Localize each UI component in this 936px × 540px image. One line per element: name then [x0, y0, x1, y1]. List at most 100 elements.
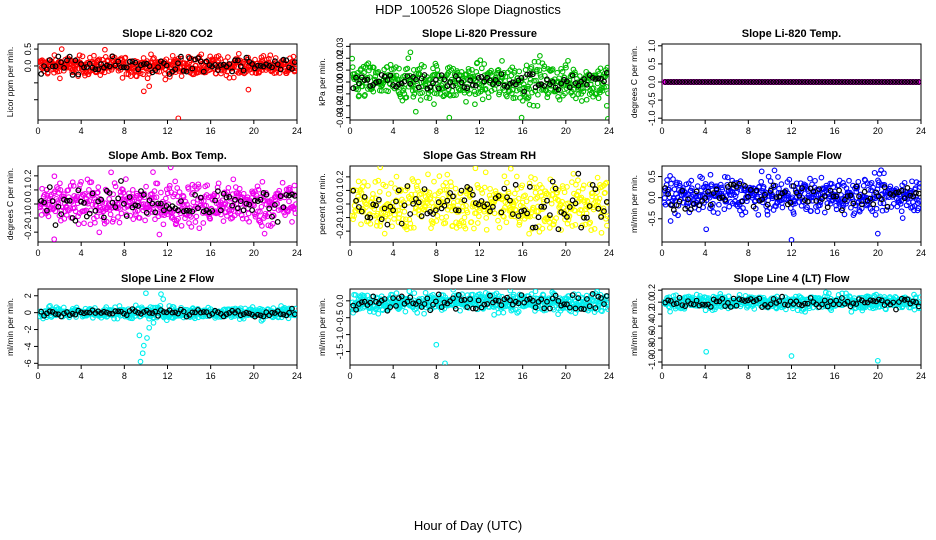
x-tick-label: 4: [703, 248, 708, 258]
hourly-point: [209, 208, 216, 214]
data-point: [485, 94, 492, 101]
data-point: [732, 193, 739, 200]
data-point: [381, 230, 388, 237]
data-point: [541, 307, 547, 314]
data-point: [238, 212, 245, 219]
hourly-point: [272, 58, 278, 65]
hourly-point: [52, 311, 59, 317]
data-point: [461, 214, 468, 221]
hourly-point: [782, 188, 788, 195]
data-point: [42, 201, 49, 207]
hourly-point: [827, 79, 834, 85]
data-point: [721, 206, 728, 213]
data-point: [289, 219, 295, 225]
y-tick-label: -0.5: [647, 211, 657, 227]
x-tick-label: 12: [474, 371, 484, 381]
hourly-point: [274, 308, 281, 315]
hourly-point: [418, 75, 425, 82]
hourly-point: [867, 79, 874, 85]
hourly-point: [395, 81, 402, 88]
data-point: [716, 201, 722, 208]
data-point: [91, 52, 97, 59]
data-point: [488, 67, 494, 74]
hourly-point: [733, 79, 740, 85]
hourly-point: [796, 79, 803, 85]
hourly-point: [109, 53, 116, 60]
data-points: [350, 49, 609, 120]
hourly-point: [78, 198, 84, 205]
data-point: [292, 305, 297, 312]
hourly-point: [266, 62, 273, 69]
data-point: [575, 91, 582, 97]
hourly-point: [521, 88, 528, 95]
data-point: [554, 69, 561, 76]
data-point: [447, 179, 454, 185]
y-tick-label: 0.0: [335, 198, 345, 211]
data-point: [356, 92, 362, 99]
data-point: [778, 181, 785, 187]
hourly-point: [200, 68, 207, 75]
hourly-point: [229, 68, 236, 75]
data-point: [566, 83, 572, 90]
data-point: [675, 212, 681, 219]
hourly-point: [850, 79, 857, 85]
data-point: [785, 190, 791, 197]
data-point: [200, 220, 207, 226]
data-point: [195, 184, 202, 190]
data-point: [733, 189, 740, 196]
x-tick-label: 8: [434, 371, 439, 381]
hourly-point: [481, 78, 488, 85]
data-point: [474, 220, 481, 226]
outlier-point: [58, 46, 65, 52]
hourly-point: [601, 78, 607, 85]
data-point: [441, 187, 448, 193]
y-tick-label: 0.0: [23, 198, 33, 211]
hourly-point: [138, 188, 144, 195]
hourly-point: [790, 183, 797, 189]
data-point: [363, 204, 369, 210]
data-point: [503, 219, 510, 226]
data-point: [812, 177, 818, 184]
data-point: [526, 230, 532, 237]
y-tick-label: -2: [23, 326, 33, 334]
outlier-point: [518, 114, 525, 120]
data-point: [358, 221, 364, 228]
data-point: [118, 210, 125, 217]
data-point: [56, 190, 62, 196]
hourly-point: [149, 310, 156, 317]
hourly-point: [487, 208, 493, 215]
data-point: [260, 53, 267, 59]
hourly-point: [283, 192, 290, 198]
hourly-point: [291, 59, 297, 65]
data-point: [385, 88, 391, 95]
data-point: [547, 215, 554, 222]
y-tick-label: -1.0: [647, 110, 657, 126]
data-point: [575, 188, 582, 195]
x-tick-label: 16: [206, 126, 216, 136]
data-point: [115, 214, 121, 220]
x-tick-label: 24: [604, 371, 614, 381]
data-point: [207, 215, 214, 222]
data-point: [688, 177, 695, 184]
hourly-point: [569, 197, 576, 204]
hourly-point: [286, 64, 293, 71]
hourly-point: [393, 198, 399, 205]
data-point: [215, 180, 222, 187]
outlier-point: [158, 291, 164, 297]
data-point: [51, 173, 58, 180]
data-point: [190, 199, 197, 206]
y-tick-label: 0.00: [335, 73, 345, 91]
data-point: [143, 183, 149, 190]
data-point: [60, 304, 67, 311]
hourly-point: [793, 79, 800, 85]
hourly-point: [257, 196, 264, 203]
hourly-point: [816, 79, 822, 85]
x-tick-label: 24: [292, 126, 302, 136]
hourly-point: [455, 207, 462, 214]
data-point: [526, 180, 533, 187]
data-point: [410, 67, 417, 73]
hourly-point: [186, 55, 193, 61]
data-point: [96, 229, 103, 236]
